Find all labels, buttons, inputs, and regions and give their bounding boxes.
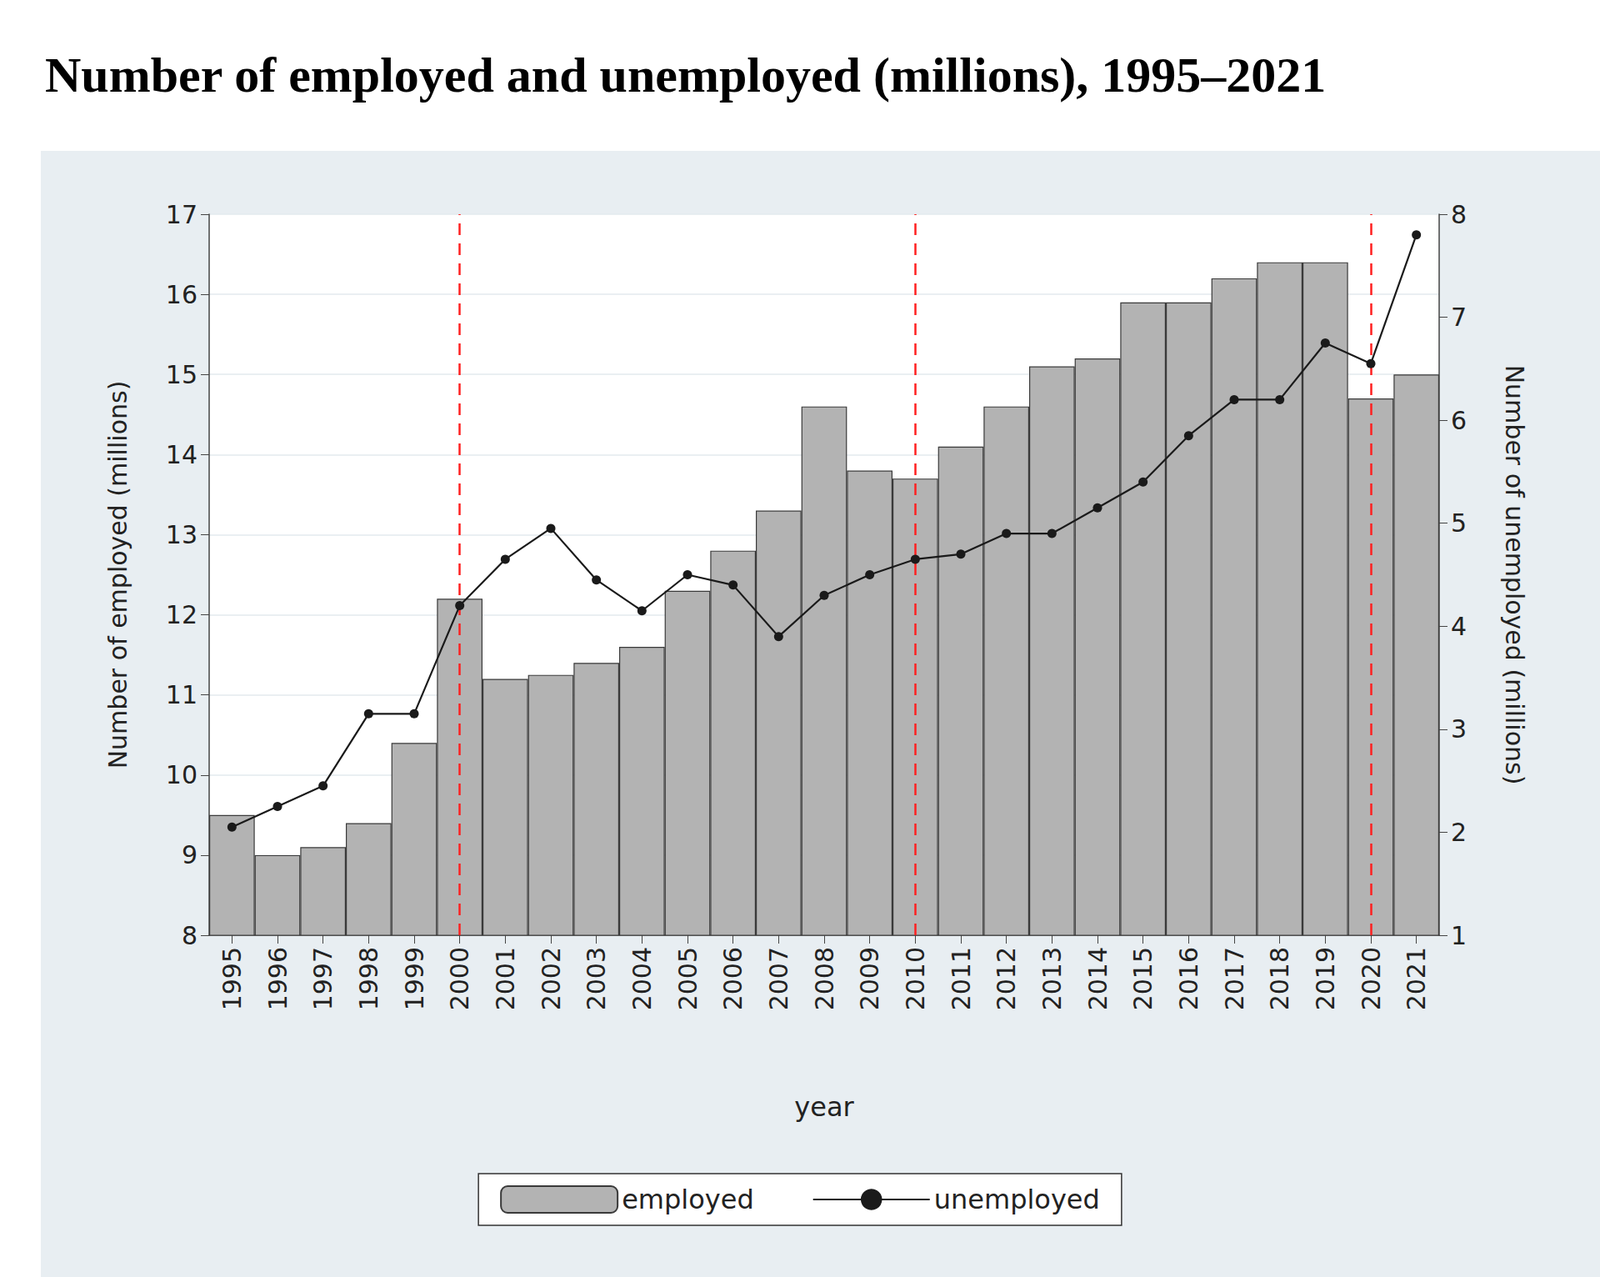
svg-text:1996: 1996: [263, 946, 293, 1010]
svg-text:2004: 2004: [627, 946, 657, 1010]
svg-text:5: 5: [1450, 508, 1467, 538]
svg-text:7: 7: [1450, 302, 1467, 332]
svg-text:11: 11: [165, 680, 198, 710]
svg-text:9: 9: [181, 840, 198, 870]
svg-text:14: 14: [165, 440, 198, 470]
svg-text:10: 10: [165, 760, 198, 790]
svg-text:13: 13: [165, 520, 198, 550]
svg-text:2003: 2003: [581, 946, 611, 1010]
svg-text:2002: 2002: [536, 946, 566, 1010]
svg-text:employed: employed: [621, 1183, 755, 1215]
svg-text:2017: 2017: [1220, 946, 1250, 1010]
svg-text:15: 15: [165, 360, 198, 390]
svg-text:2016: 2016: [1174, 946, 1204, 1010]
svg-text:unemployed: unemployed: [934, 1183, 1100, 1215]
svg-text:2012: 2012: [991, 946, 1021, 1010]
svg-text:8: 8: [1450, 200, 1467, 230]
svg-text:1995: 1995: [217, 946, 247, 1010]
svg-text:2018: 2018: [1265, 946, 1295, 1010]
svg-text:2019: 2019: [1310, 946, 1340, 1010]
svg-text:2014: 2014: [1083, 946, 1113, 1010]
svg-text:Number of unemployed (millions: Number of unemployed (millions): [1500, 365, 1530, 785]
svg-text:Number of employed (millions): Number of employed (millions): [103, 380, 133, 770]
svg-text:17: 17: [165, 200, 198, 230]
svg-text:1997: 1997: [308, 946, 338, 1010]
svg-text:12: 12: [165, 600, 198, 630]
svg-text:2021: 2021: [1401, 946, 1431, 1010]
svg-text:6: 6: [1450, 405, 1467, 435]
svg-text:2005: 2005: [673, 946, 703, 1010]
svg-text:1: 1: [1450, 920, 1467, 950]
svg-text:2013: 2013: [1037, 946, 1067, 1010]
svg-text:2001: 2001: [490, 946, 520, 1010]
svg-text:2010: 2010: [900, 946, 930, 1010]
svg-text:2000: 2000: [445, 946, 475, 1010]
svg-text:2015: 2015: [1128, 946, 1158, 1010]
svg-text:2020: 2020: [1356, 946, 1386, 1010]
svg-text:year: year: [794, 1090, 855, 1123]
svg-text:16: 16: [165, 280, 198, 310]
svg-text:1998: 1998: [354, 946, 384, 1010]
svg-text:2011: 2011: [946, 946, 976, 1010]
svg-text:2006: 2006: [718, 946, 748, 1010]
svg-text:8: 8: [181, 920, 198, 950]
svg-text:3: 3: [1450, 714, 1467, 744]
svg-text:2007: 2007: [764, 946, 794, 1010]
svg-text:2: 2: [1450, 817, 1467, 847]
svg-text:2009: 2009: [855, 946, 885, 1010]
svg-text:Number of employed and unemplo: Number of employed and unemployed (milli…: [45, 47, 1326, 103]
svg-text:2008: 2008: [810, 946, 840, 1010]
svg-text:4: 4: [1450, 611, 1467, 641]
svg-text:1999: 1999: [400, 946, 430, 1010]
